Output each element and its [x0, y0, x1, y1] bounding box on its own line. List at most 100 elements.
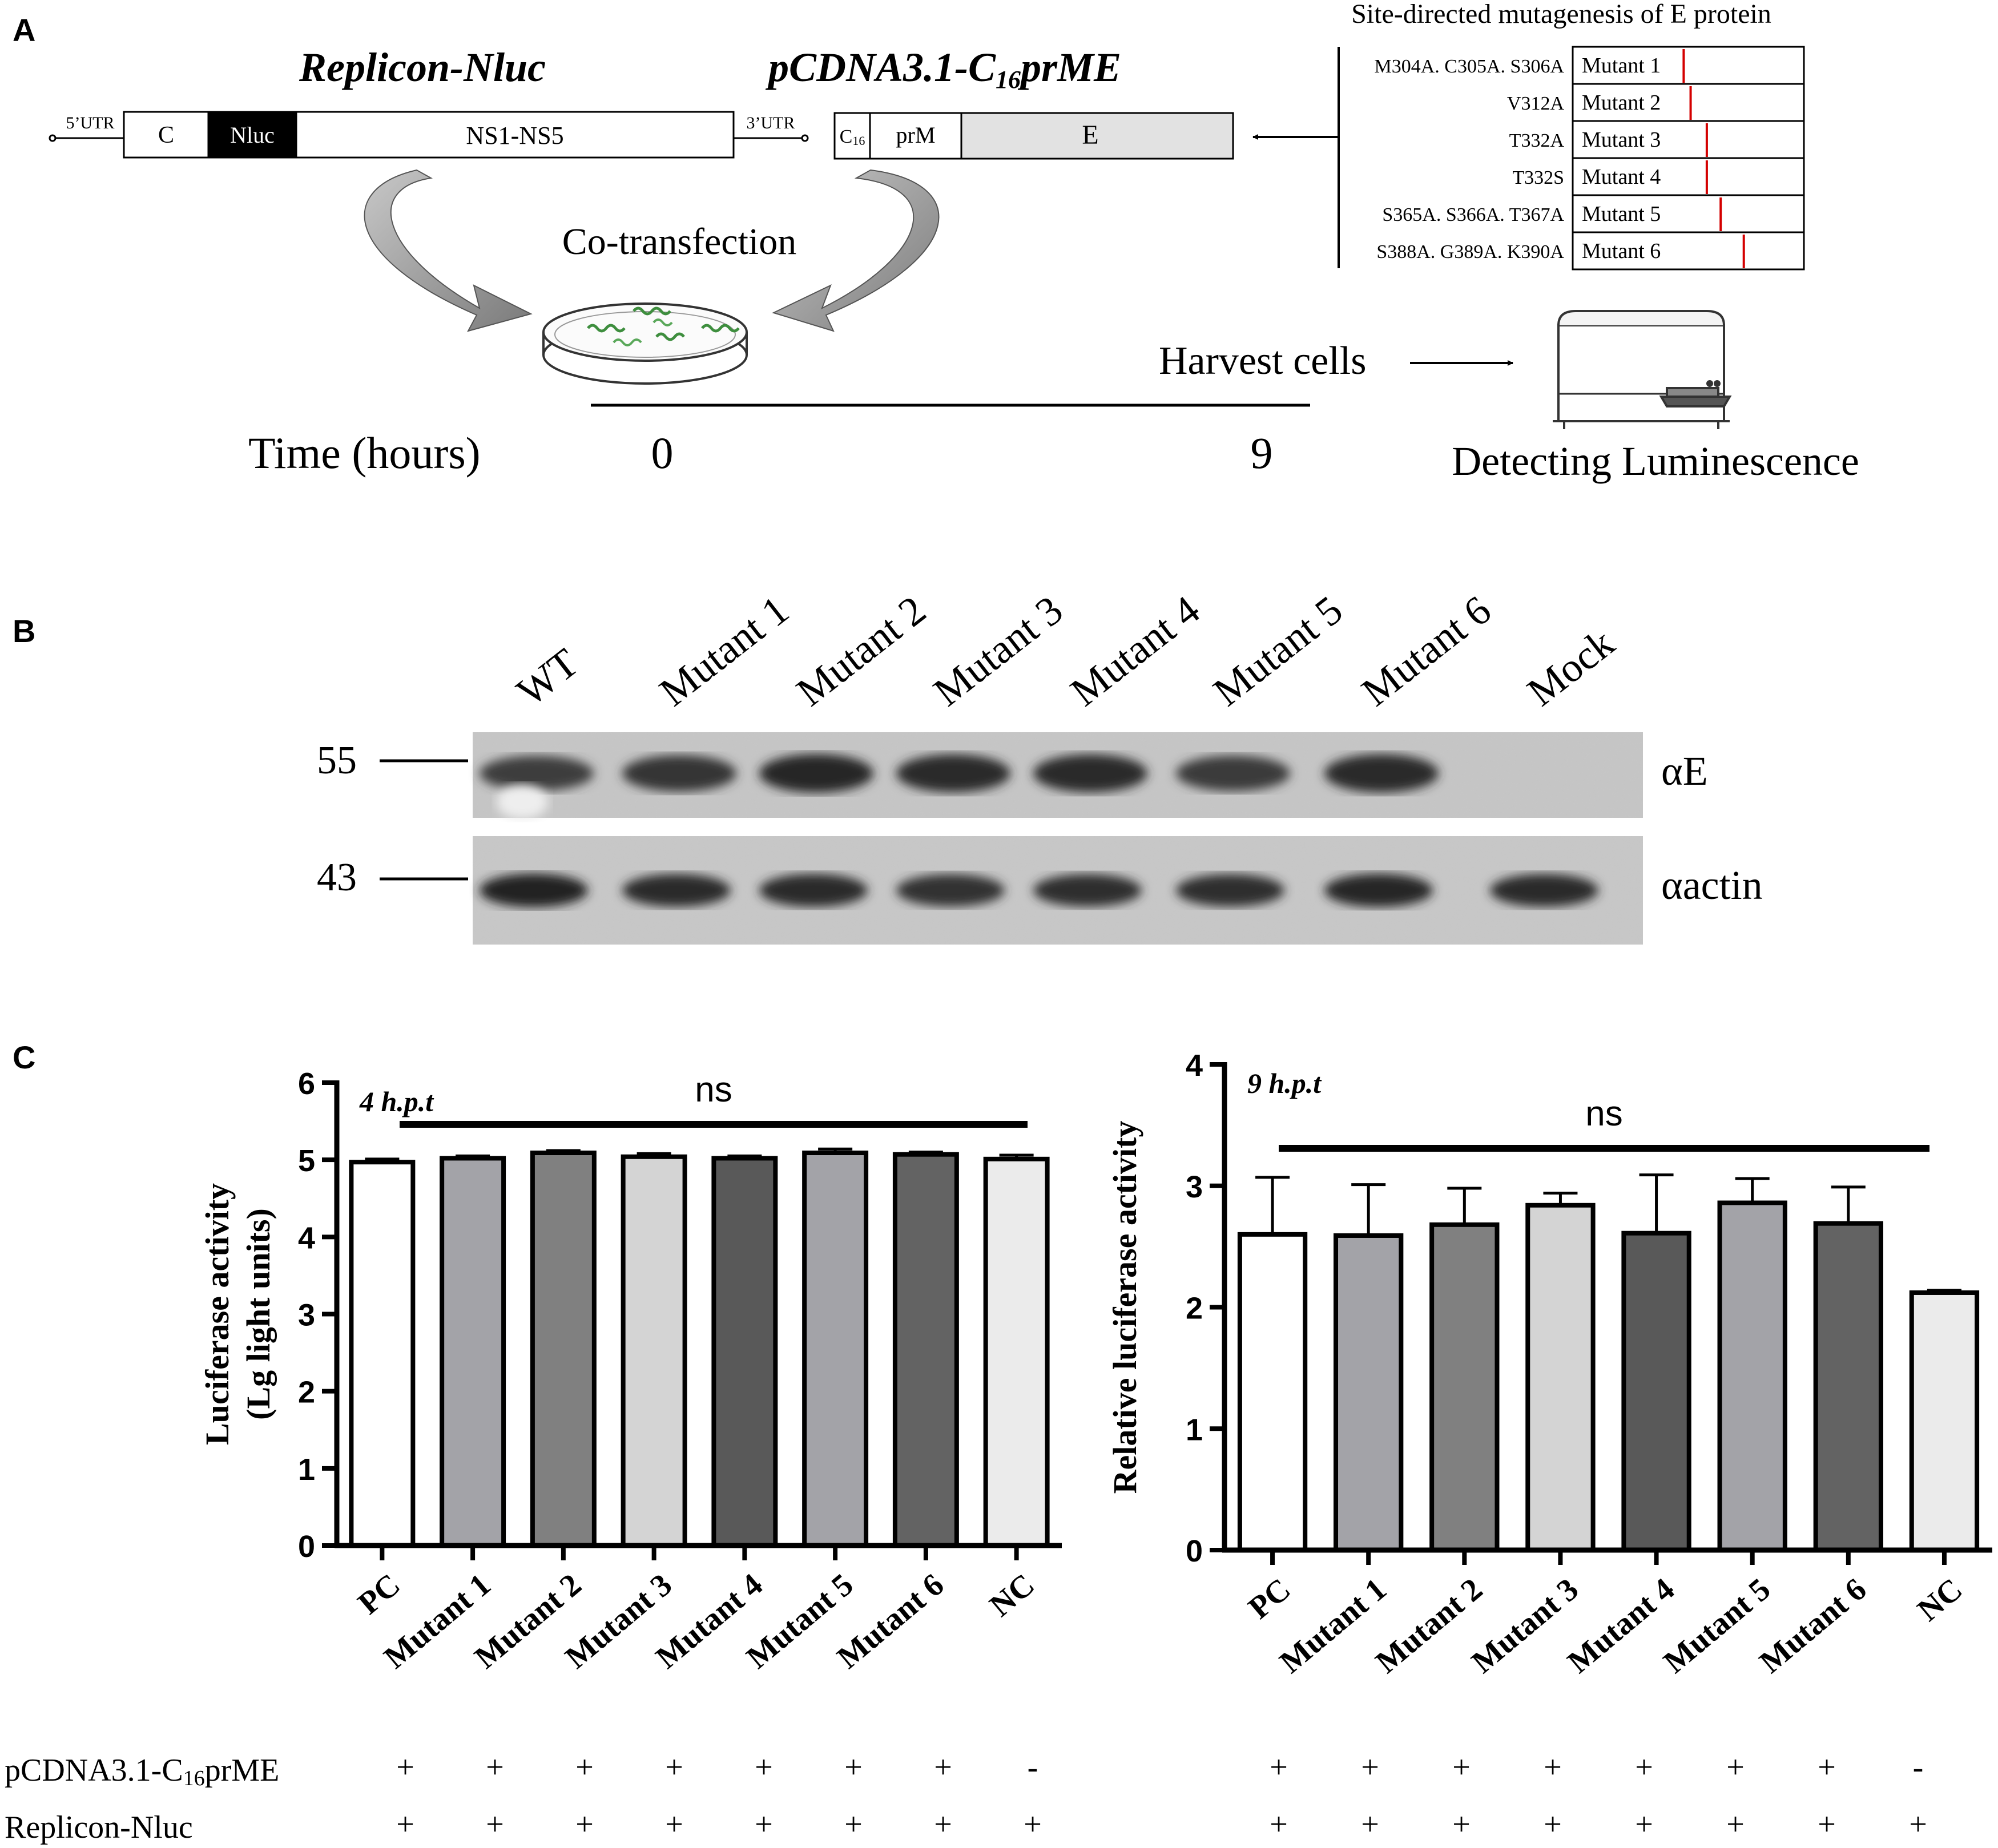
condition-row1-label: pCDNA3.1-C16prME: [5, 1753, 279, 1790]
actin-band: [1176, 874, 1284, 907]
chart-title: 9 h.p.t: [1247, 1067, 1322, 1099]
mutant-box: [1572, 46, 1805, 85]
e-band: [896, 754, 1010, 793]
replicon-nluc-label: Nluc: [230, 122, 275, 148]
pcdna-e-box: [960, 112, 1234, 160]
pcdna-prm-label: prM: [896, 122, 936, 148]
utr5-end-icon: [49, 134, 57, 142]
category-label: Mutant 5: [1657, 1571, 1777, 1680]
bar: [621, 1154, 687, 1548]
condition-symbol: +: [1361, 1807, 1379, 1842]
y-tick-label: 1: [298, 1452, 315, 1487]
condition-row2-label: Replicon-Nluc: [5, 1810, 193, 1845]
curved-arrow-right: [772, 169, 940, 332]
pcdna-c16-label: C16: [840, 126, 865, 148]
lane-label: Mutant 1: [651, 587, 797, 715]
panel-label-c: C: [13, 1039, 35, 1075]
condition-symbol: +: [1635, 1750, 1653, 1785]
mutant-row: T332A Mutant 3: [1509, 120, 1805, 159]
lane-label: Mutant 2: [788, 587, 934, 715]
time-label: Time (hours): [248, 428, 481, 478]
marker-55: 55: [317, 739, 357, 782]
category-label: PC: [1242, 1571, 1297, 1625]
condition-symbol: +: [396, 1807, 414, 1842]
lane-label: Mock: [1519, 620, 1623, 715]
e-band: [1033, 754, 1147, 793]
mutant-sites: T332A: [1509, 130, 1565, 151]
mutant-name: Mutant 1: [1582, 54, 1661, 78]
mutant-row: T332S Mutant 4: [1512, 157, 1805, 196]
bar: [440, 1156, 506, 1548]
plate-reader-icon: [1553, 310, 1732, 429]
bar: [711, 1156, 778, 1548]
actin-band: [759, 873, 868, 907]
replicon-title: Replicon-Nluc: [299, 45, 546, 90]
bar: [1237, 1232, 1308, 1553]
condition-symbol: +: [575, 1750, 594, 1785]
lane-label: WT: [509, 640, 587, 715]
condition-symbol: +: [844, 1750, 863, 1785]
bar: [1621, 1230, 1691, 1552]
cotransfection-label: Co-transfection: [562, 221, 797, 263]
harvest-label: Harvest cells: [1159, 339, 1366, 383]
bar: [1909, 1290, 1980, 1552]
condition-symbol: +: [1818, 1750, 1836, 1785]
condition-symbol: +: [755, 1807, 773, 1842]
bar: [530, 1151, 597, 1548]
conditions-right: + + + + + + + - + + + + + + + +: [1270, 1750, 1927, 1842]
condition-symbol: +: [1544, 1807, 1562, 1842]
mutant-sites: T332S: [1512, 167, 1564, 188]
mutant-name: Mutant 4: [1582, 165, 1661, 189]
condition-symbol: -: [1028, 1750, 1038, 1785]
y-tick-label: 3: [298, 1298, 315, 1333]
replicon-nluc-box: [207, 111, 297, 159]
y-tick-label: 2: [298, 1375, 315, 1410]
category-label: NC: [983, 1567, 1041, 1623]
replicon-construct: 5’UTR C Nluc NS1-NS5 3’UTR: [49, 111, 809, 159]
panel-label-b: B: [13, 613, 35, 649]
time-end: 9: [1251, 428, 1273, 478]
antibody-actin-label: αactin: [1661, 862, 1763, 908]
category-label: PC: [352, 1567, 407, 1621]
bar: [1717, 1200, 1787, 1552]
mutant-name: Mutant 2: [1582, 91, 1661, 115]
detect-label: Detecting Luminescence: [1452, 438, 1859, 484]
blot-actin: [473, 836, 1643, 945]
actin-band: [1324, 873, 1433, 907]
lane-label: Mutant 4: [1062, 587, 1209, 715]
condition-symbol: +: [934, 1807, 952, 1842]
mutant-box: [1572, 120, 1805, 159]
significance-label: ns: [1585, 1094, 1622, 1133]
antibody-e-label: αE: [1661, 748, 1708, 794]
condition-symbol: +: [1452, 1750, 1471, 1785]
e-band: [1324, 754, 1439, 793]
utr3-label: 3’UTR: [747, 114, 795, 132]
condition-symbol: +: [486, 1750, 504, 1785]
blot-e: [473, 732, 1643, 819]
category-label: NC: [1911, 1571, 1969, 1628]
curved-arrow-left: [364, 169, 533, 332]
mutant-name: Mutant 5: [1582, 202, 1661, 226]
pcdna-title: pCDNA3.1-C16prME: [765, 45, 1121, 94]
replicon-c-label: C: [158, 122, 174, 148]
pcdna-construct: C16 prM E: [833, 112, 1234, 160]
bar: [983, 1156, 1050, 1548]
bar: [892, 1152, 959, 1548]
y-axis-label: Luciferase activity (Lg light units): [199, 1183, 277, 1445]
mutagenesis-title: Site-directed mutagenesis of E protein: [1351, 0, 1771, 29]
condition-symbol: +: [396, 1750, 414, 1785]
bar: [1813, 1221, 1883, 1552]
mutant-row: V312A Mutant 2: [1507, 83, 1805, 122]
y-tick-label: 3: [1186, 1170, 1203, 1204]
lane-label: Mutant 6: [1354, 587, 1500, 715]
category-label: Mutant 6: [1753, 1571, 1873, 1680]
actin-band: [896, 874, 1005, 907]
condition-symbol: +: [1818, 1807, 1836, 1842]
y-tick-label: 6: [298, 1067, 315, 1101]
y-tick-label: 0: [1186, 1534, 1203, 1568]
y-axis-label: Relative luciferase activity: [1106, 1121, 1143, 1494]
mutant-name: Mutant 3: [1582, 128, 1661, 152]
mutant-box: [1572, 83, 1805, 122]
